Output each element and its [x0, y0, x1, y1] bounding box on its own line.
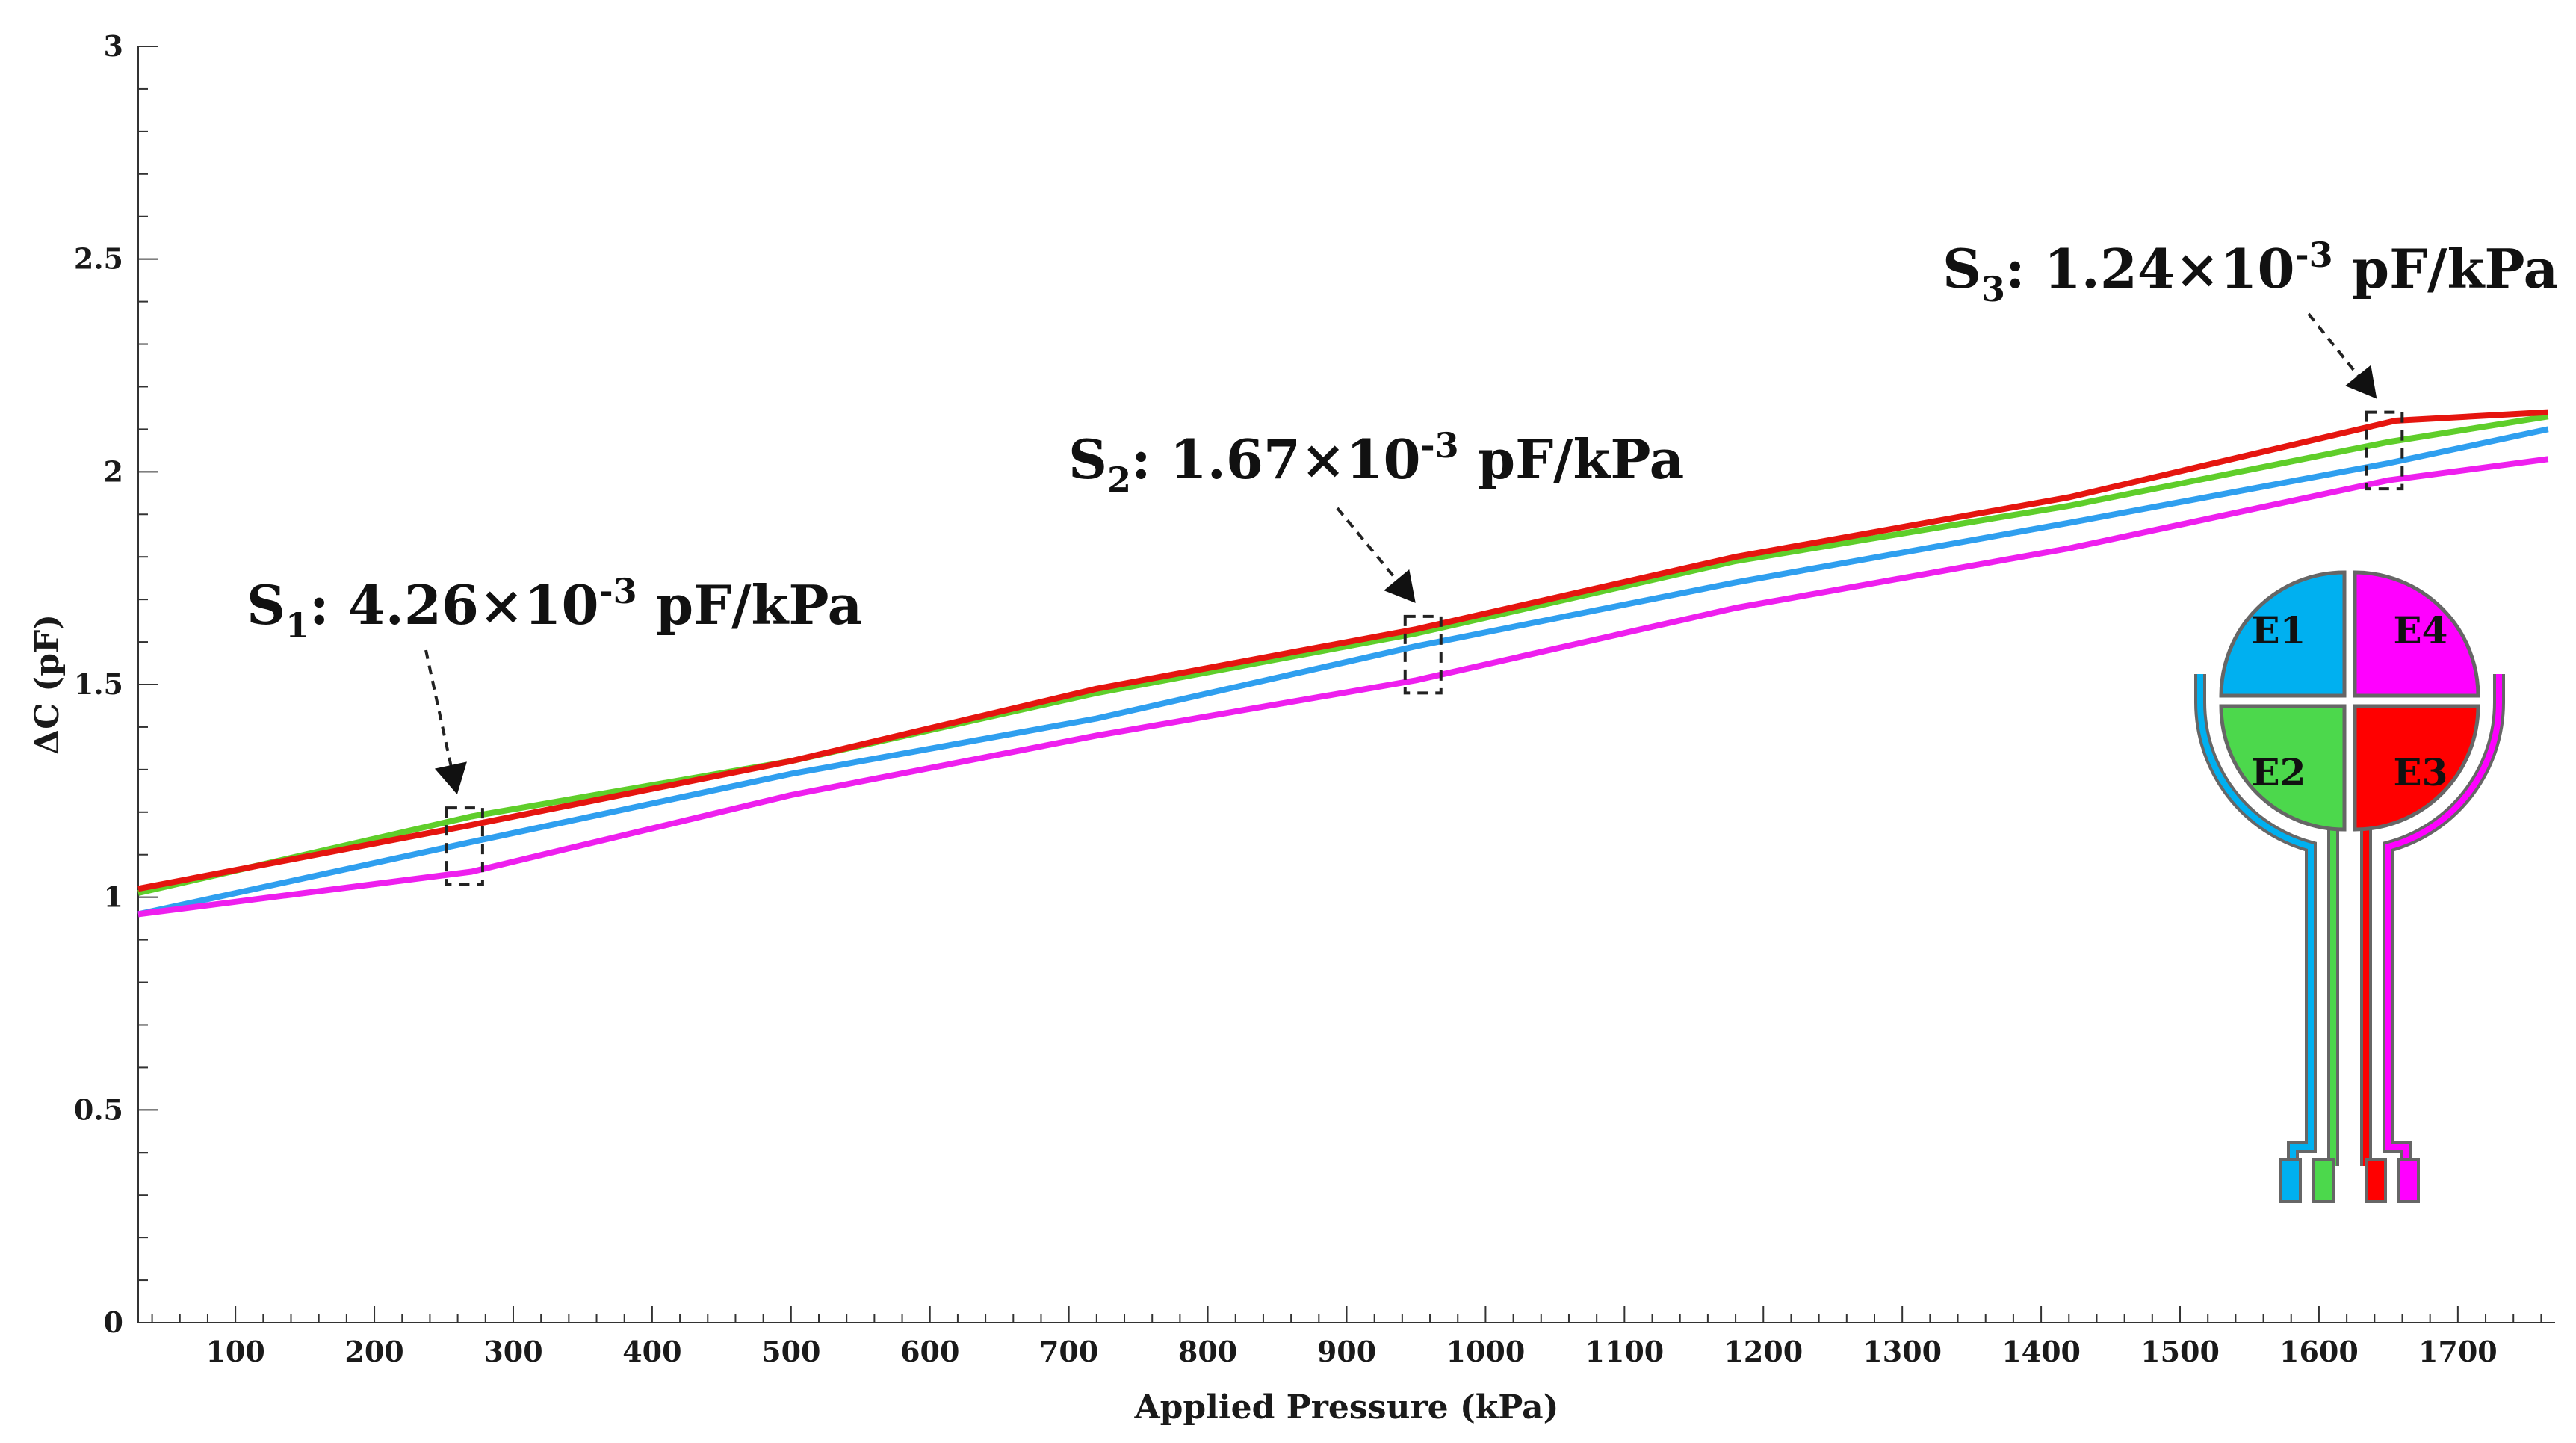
- annotation-arrow-head: [1384, 569, 1416, 603]
- x-tick-label: 1300: [1863, 1335, 1942, 1368]
- x-tick-label: 1700: [2418, 1335, 2498, 1368]
- series-group: [137, 409, 2549, 918]
- slope-region-box: [2365, 410, 2404, 491]
- x-tick-label: 600: [900, 1335, 959, 1368]
- x-tick-label: 200: [344, 1335, 403, 1368]
- annotation-arrow-head: [434, 761, 467, 795]
- y-tick-label: 2: [104, 454, 123, 488]
- electrode-label: E4: [2394, 608, 2448, 652]
- x-axis-title: Applied Pressure (kPa): [1133, 1388, 1558, 1427]
- y-tick-label: 1: [104, 880, 123, 914]
- electrode-e3: [2353, 704, 2480, 832]
- slope-region-box: [445, 806, 484, 886]
- series-line-e2: [137, 413, 2549, 896]
- x-tick-label: 1500: [2140, 1335, 2220, 1368]
- x-tick-label: 500: [761, 1335, 820, 1368]
- y-tick-label: 2.5: [74, 242, 123, 276]
- series-line-e4: [137, 456, 2549, 918]
- x-tick-label: 900: [1317, 1335, 1376, 1368]
- y-tick-label: 1.5: [74, 667, 123, 701]
- x-tick-label: 1600: [2279, 1335, 2359, 1368]
- y-axis-title: ΔC (pF): [28, 614, 66, 755]
- x-tick-label: 400: [622, 1335, 681, 1368]
- x-tick-label: 300: [483, 1335, 542, 1368]
- annotations: S1: 4.26×10-3 pF/kPa S2: 1.67×10-3 pF/kPa…: [247, 235, 2558, 886]
- sensor-lead-e4: [2385, 674, 2502, 1166]
- sensor-pad-e3: [2365, 1158, 2387, 1203]
- annotation-arrow-head: [2345, 365, 2377, 399]
- series-line-e1: [137, 426, 2549, 918]
- slope-annotation-label: S1: 4.26×10-3 pF/kPa: [247, 571, 862, 646]
- sensor-pad-e4: [2397, 1158, 2420, 1203]
- x-tick-label: 1200: [1724, 1335, 1803, 1368]
- sensor-pad-e1: [2279, 1158, 2302, 1203]
- sensor-diagram: E1 E4 E2 E3: [2194, 570, 2505, 1203]
- series-line-e3: [137, 409, 2548, 892]
- electrode-e2: [2219, 704, 2347, 832]
- axes: 100 200 300 400 500 600 700 800 900 1000 1100 1200 1…: [74, 29, 2555, 1368]
- x-tick-label: 100: [205, 1335, 264, 1368]
- annotation-arrow-shaft: [424, 649, 456, 784]
- sensor-pad-e2: [2312, 1158, 2335, 1203]
- x-tick-label: 1000: [1446, 1335, 1526, 1368]
- electrode-e4: [2353, 570, 2480, 698]
- electrode-label: E1: [2252, 608, 2306, 652]
- slope-region-box: [1403, 614, 1443, 695]
- electrode-e1: [2219, 570, 2347, 698]
- x-tick-label: 1400: [2001, 1335, 2081, 1368]
- slope-annotation-label: S2: 1.67×10-3 pF/kPa: [1068, 425, 1684, 500]
- y-tick-label: 3: [104, 29, 123, 63]
- y-tick-label: 0: [104, 1306, 123, 1339]
- y-tick-label: 0.5: [74, 1093, 123, 1126]
- x-tick-label: 700: [1039, 1335, 1098, 1368]
- x-tick-label: 1100: [1585, 1335, 1664, 1368]
- sensor-lead-e1: [2197, 674, 2314, 1166]
- electrode-label: E3: [2394, 750, 2448, 794]
- slope-annotation-label: S3: 1.24×10-3 pF/kPa: [1942, 235, 2558, 309]
- x-tick-label: 800: [1178, 1335, 1237, 1368]
- electrode-label: E2: [2252, 750, 2306, 794]
